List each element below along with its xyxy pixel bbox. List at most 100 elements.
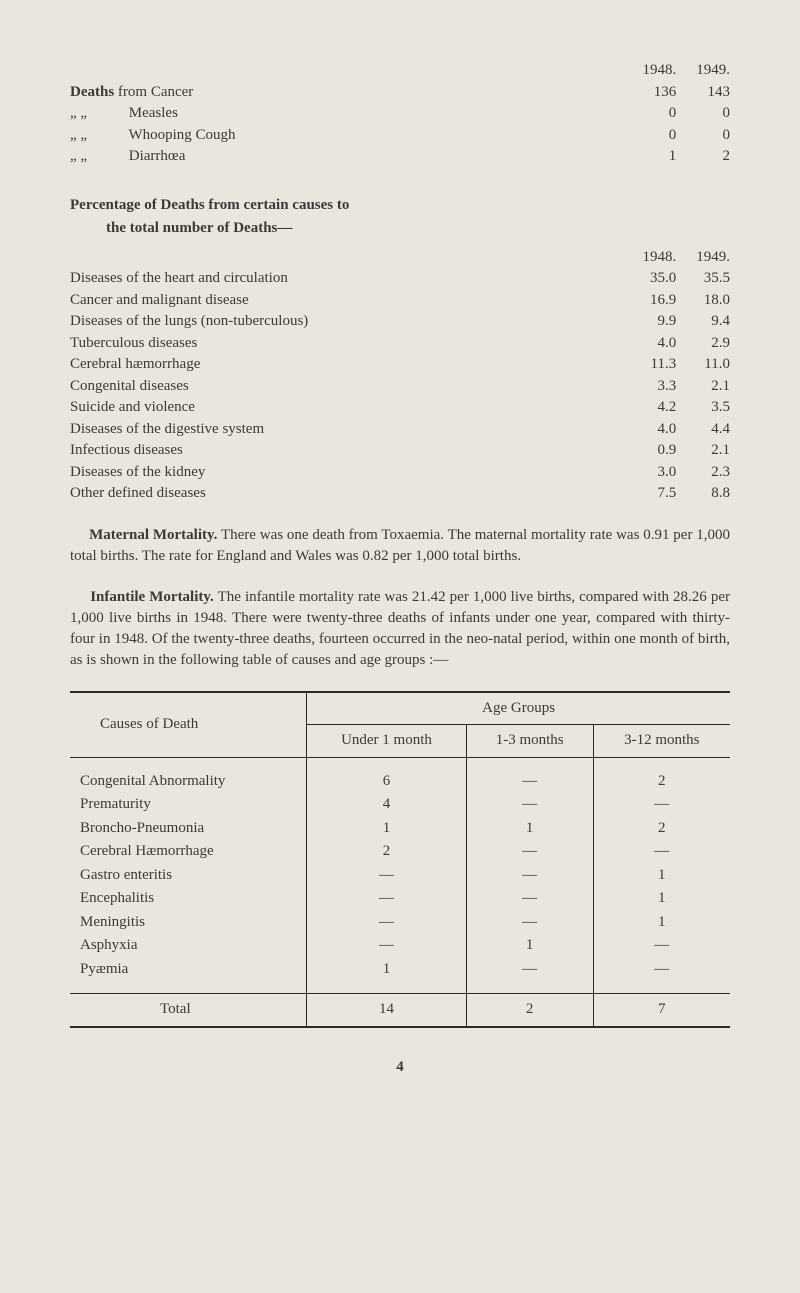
cause-c3: 2 bbox=[593, 817, 730, 841]
percentage-heading-line1: Percentage of Deaths from certain causes… bbox=[70, 196, 730, 216]
deaths-label: Measles bbox=[125, 105, 178, 121]
cause-c3: — bbox=[593, 840, 730, 864]
percentage-heading-line2: the total number of Deaths— bbox=[106, 219, 730, 239]
total-c2: 2 bbox=[466, 994, 593, 1027]
deaths-label: Whooping Cough bbox=[125, 127, 236, 143]
pct-v2: 9.4 bbox=[676, 311, 730, 333]
para1-lead: Maternal Mortality. bbox=[89, 527, 217, 543]
percentage-table: 1948. 1949. Diseases of the heart and ci… bbox=[70, 247, 730, 505]
cause-label: Prematurity bbox=[70, 793, 307, 817]
deaths-row: „ „ Diarrhœa 1 2 bbox=[70, 146, 730, 168]
cause-label: Congenital Abnormality bbox=[70, 757, 307, 793]
deaths-year-2: 1949. bbox=[676, 60, 730, 82]
cause-c2: — bbox=[466, 887, 593, 911]
pct-label: Cerebral hæmorrhage bbox=[70, 354, 308, 376]
table-row: Meningitis——1 bbox=[70, 911, 730, 935]
cause-label: Meningitis bbox=[70, 911, 307, 935]
pct-v2: 3.5 bbox=[676, 397, 730, 419]
cause-c2: 1 bbox=[466, 934, 593, 958]
infantile-mortality-paragraph: Infantile Mortality. The infantile morta… bbox=[70, 587, 730, 671]
deaths-row: „ „ Whooping Cough 0 0 bbox=[70, 125, 730, 147]
cause-c3: 2 bbox=[593, 757, 730, 793]
table-row: Encephalitis——1 bbox=[70, 887, 730, 911]
cause-label: Pyæmia bbox=[70, 958, 307, 994]
pct-year-2: 1949. bbox=[676, 247, 730, 269]
pct-v2: 18.0 bbox=[676, 290, 730, 312]
cause-c3: — bbox=[593, 934, 730, 958]
pct-label: Infectious diseases bbox=[70, 440, 308, 462]
cause-label: Broncho-Pneumonia bbox=[70, 817, 307, 841]
cause-c2: — bbox=[466, 911, 593, 935]
pct-v1: 7.5 bbox=[623, 483, 677, 505]
causes-of-death-table: Causes of Death Age Groups Under 1 month… bbox=[70, 691, 730, 1028]
deaths-label: from Cancer bbox=[114, 84, 193, 100]
cause-label: Cerebral Hæmorrhage bbox=[70, 840, 307, 864]
cause-c1: 2 bbox=[307, 840, 467, 864]
deaths-prefix: „ „ bbox=[70, 126, 125, 146]
col-age-groups: Age Groups bbox=[307, 692, 730, 725]
col-1-3: 1-3 months bbox=[466, 725, 593, 758]
cause-c1: 1 bbox=[307, 817, 467, 841]
pct-label: Diseases of the digestive system bbox=[70, 419, 308, 441]
deaths-label: Diarrhœa bbox=[125, 148, 185, 164]
cause-c2: — bbox=[466, 958, 593, 994]
pct-label: Other defined diseases bbox=[70, 483, 308, 505]
cause-c2: — bbox=[466, 793, 593, 817]
pct-v1: 3.3 bbox=[623, 376, 677, 398]
percentage-row: Cancer and malignant disease16.918.0 bbox=[70, 290, 730, 312]
pct-v2: 2.3 bbox=[676, 462, 730, 484]
cause-c2: — bbox=[466, 864, 593, 888]
pct-label: Tuberculous diseases bbox=[70, 333, 308, 355]
percentage-row: Diseases of the lungs (non-tuberculous)9… bbox=[70, 311, 730, 333]
deaths-v2: 0 bbox=[676, 125, 730, 147]
percentage-row: Diseases of the digestive system4.04.4 bbox=[70, 419, 730, 441]
table-row: Prematurity4—— bbox=[70, 793, 730, 817]
maternal-mortality-paragraph: Maternal Mortality. There was one death … bbox=[70, 525, 730, 567]
deaths-table: 1948. 1949. Deaths from Cancer 136 143 „… bbox=[70, 60, 730, 168]
total-c3: 7 bbox=[593, 994, 730, 1027]
table-header-row-1: Causes of Death Age Groups bbox=[70, 692, 730, 725]
para2-lead: Infantile Mortality. bbox=[90, 589, 214, 605]
deaths-prefix: „ „ bbox=[70, 147, 125, 167]
deaths-v1: 0 bbox=[623, 103, 677, 125]
cause-c1: 4 bbox=[307, 793, 467, 817]
total-label: Total bbox=[70, 994, 307, 1027]
page-number: 4 bbox=[70, 1058, 730, 1078]
pct-label: Congenital diseases bbox=[70, 376, 308, 398]
cause-c1: 1 bbox=[307, 958, 467, 994]
pct-v1: 3.0 bbox=[623, 462, 677, 484]
table-row: Gastro enteritis——1 bbox=[70, 864, 730, 888]
deaths-prefix: Deaths bbox=[70, 84, 114, 100]
pct-label: Suicide and violence bbox=[70, 397, 308, 419]
cause-c2: — bbox=[466, 840, 593, 864]
deaths-v1: 1 bbox=[623, 146, 677, 168]
pct-v1: 0.9 bbox=[623, 440, 677, 462]
table-row: Congenital Abnormality6—2 bbox=[70, 757, 730, 793]
cause-c2: — bbox=[466, 757, 593, 793]
pct-v2: 35.5 bbox=[676, 268, 730, 290]
cause-c1: — bbox=[307, 934, 467, 958]
cause-c1: — bbox=[307, 864, 467, 888]
deaths-v2: 2 bbox=[676, 146, 730, 168]
cause-c1: — bbox=[307, 911, 467, 935]
percentage-row: Tuberculous diseases4.02.9 bbox=[70, 333, 730, 355]
cause-c1: 6 bbox=[307, 757, 467, 793]
pct-v2: 8.8 bbox=[676, 483, 730, 505]
pct-label: Cancer and malignant disease bbox=[70, 290, 308, 312]
cause-c1: — bbox=[307, 887, 467, 911]
pct-v1: 9.9 bbox=[623, 311, 677, 333]
percentage-row: Diseases of the heart and circulation35.… bbox=[70, 268, 730, 290]
pct-v1: 11.3 bbox=[623, 354, 677, 376]
pct-v2: 11.0 bbox=[676, 354, 730, 376]
table-row: Pyæmia1—— bbox=[70, 958, 730, 994]
percentage-row: Suicide and violence4.23.5 bbox=[70, 397, 730, 419]
pct-v2: 4.4 bbox=[676, 419, 730, 441]
table-row: Asphyxia—1— bbox=[70, 934, 730, 958]
percentage-row: Cerebral hæmorrhage 11.311.0 bbox=[70, 354, 730, 376]
percentage-row: Infectious diseases0.92.1 bbox=[70, 440, 730, 462]
cause-label: Asphyxia bbox=[70, 934, 307, 958]
cause-c3: 1 bbox=[593, 887, 730, 911]
deaths-prefix: „ „ bbox=[70, 104, 125, 124]
col-3-12: 3-12 months bbox=[593, 725, 730, 758]
deaths-v2: 143 bbox=[676, 82, 730, 104]
